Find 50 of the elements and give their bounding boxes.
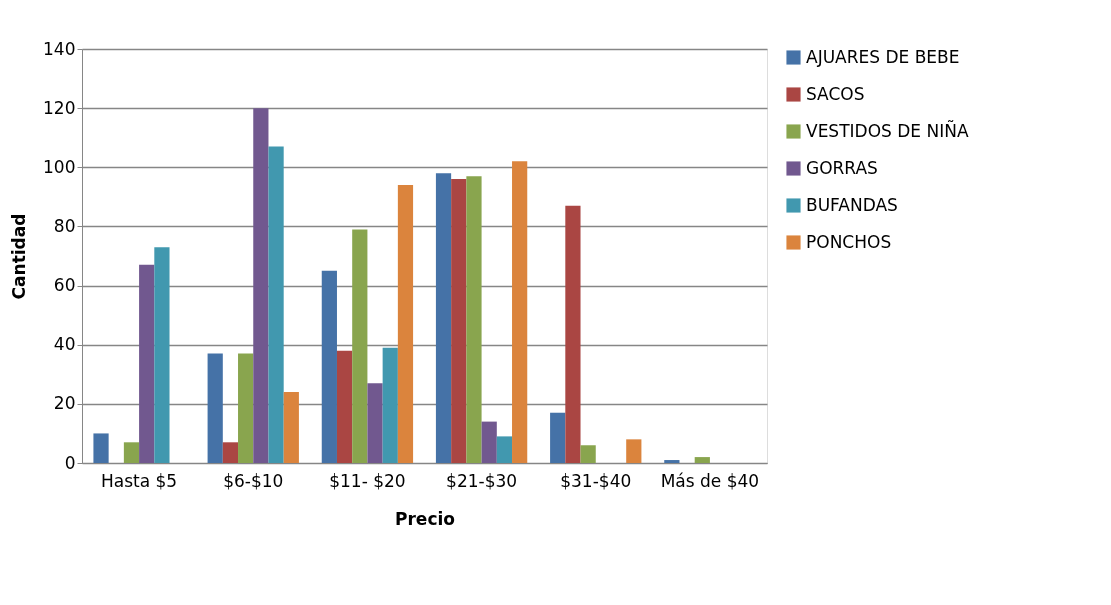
legend-label: VESTIDOS DE NIÑA (806, 119, 969, 141)
y-tick-label: 20 (53, 393, 76, 414)
bar (283, 392, 299, 463)
bar (565, 205, 581, 463)
y-tick-label: 60 (53, 275, 76, 296)
bar (222, 442, 239, 463)
legend-label: GORRAS (806, 157, 878, 178)
y-tick-label: 100 (43, 156, 76, 177)
bar (352, 229, 368, 463)
bar (123, 442, 140, 463)
bar (626, 439, 642, 463)
bar (435, 173, 452, 463)
bar (336, 350, 353, 463)
x-tick-label: $6-$10 (223, 470, 284, 491)
bar (397, 185, 414, 463)
x-tick-label: Hasta $5 (100, 470, 178, 491)
x-tick-label: $31-$40 (560, 470, 632, 491)
x-tick-label: Más de $40 (660, 470, 760, 491)
bar (253, 108, 269, 463)
y-tick-label: 40 (53, 334, 76, 355)
bar (238, 353, 254, 463)
legend-label: SACOS (806, 83, 865, 104)
legend-label: PONCHOS (806, 231, 892, 252)
bar (694, 457, 710, 463)
bar (154, 247, 170, 463)
y-axis-title: Cantidad (9, 213, 30, 300)
bar (481, 421, 497, 463)
y-tick-label: 80 (53, 215, 76, 236)
bar (664, 460, 680, 463)
y-tick-label: 120 (43, 97, 76, 118)
bar (512, 161, 528, 463)
legend-label: BUFANDAS (806, 194, 898, 215)
bar (93, 433, 109, 463)
x-tick-label: $21-$30 (446, 470, 518, 491)
bar (451, 179, 467, 463)
y-tick-label: 140 (43, 38, 76, 59)
bar (268, 146, 284, 463)
bar (466, 176, 482, 463)
bar (207, 353, 223, 463)
bar (496, 436, 513, 463)
legend-label: AJUARES DE BEBE (806, 46, 960, 67)
bar (580, 445, 596, 463)
bar (550, 412, 566, 463)
x-axis-title: Precio (395, 508, 455, 529)
bar (139, 264, 155, 463)
x-tick-label: $11- $20 (329, 470, 406, 491)
bar (382, 347, 398, 463)
y-tick-label: 0 (64, 452, 76, 473)
bar (321, 270, 337, 463)
bar (367, 383, 383, 463)
